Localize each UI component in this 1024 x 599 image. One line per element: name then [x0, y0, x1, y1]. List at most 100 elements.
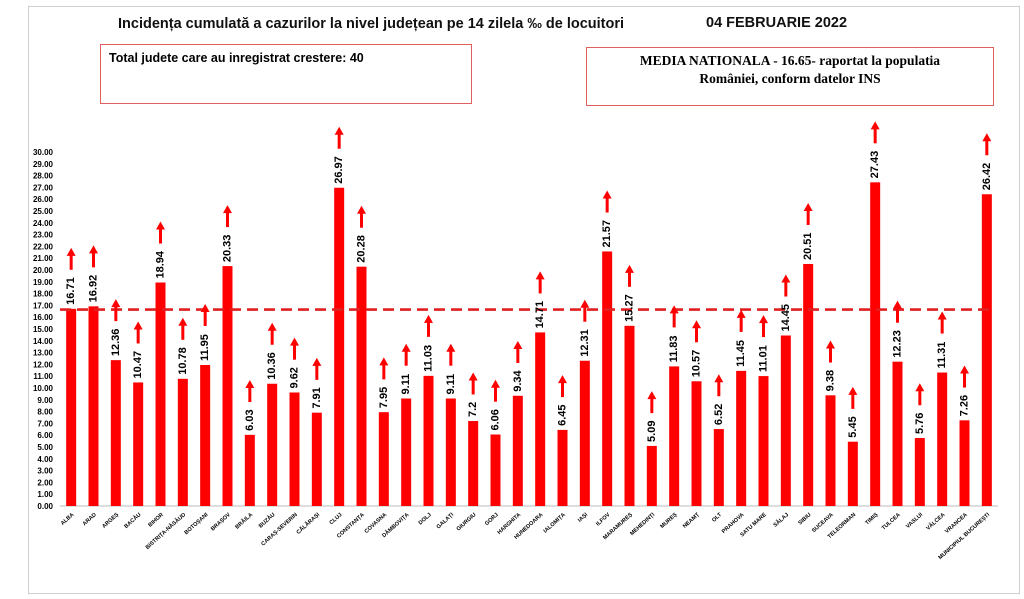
- trend-arrow-head: [647, 391, 657, 400]
- trend-arrow-head: [714, 374, 724, 383]
- value-label: 16.71: [65, 277, 77, 305]
- category-label: TULCEA: [881, 512, 902, 532]
- value-label: 12.31: [579, 329, 591, 357]
- category-label: MEHEDINȚI: [629, 512, 656, 537]
- y-tick-label: 0.00: [37, 502, 53, 511]
- bar-cluj: [334, 187, 345, 506]
- category-label: ILFOV: [595, 512, 611, 528]
- y-tick-label: 29.00: [33, 160, 54, 169]
- category-label: IALOMIȚA: [543, 512, 567, 535]
- value-label: 14.45: [780, 304, 792, 332]
- value-label: 12.23: [892, 330, 904, 358]
- category-label: NEAMȚ: [682, 512, 701, 530]
- bar-iași: [579, 360, 590, 506]
- category-label: GORJ: [484, 512, 500, 527]
- bar-sibiu: [803, 263, 814, 506]
- trend-arrow-head: [781, 274, 791, 283]
- bar-constanța: [356, 266, 367, 506]
- value-label: 20.28: [356, 235, 368, 263]
- category-label: CĂLĂRAȘI: [295, 511, 321, 536]
- y-axis: 0.00 1.00 2.00 3.00 4.00 5.00 6.00 7.00 8.00 9.00…: [33, 148, 998, 511]
- chart-frame: [28, 6, 1020, 594]
- category-label: IAȘI: [577, 512, 589, 524]
- bar-vaslui: [914, 438, 925, 506]
- value-label: 21.57: [601, 220, 613, 248]
- bar-tulcea: [892, 361, 903, 506]
- trend-arrow-head: [625, 264, 634, 273]
- trend-arrow-head: [870, 121, 880, 130]
- y-tick-label: 13.00: [33, 349, 54, 358]
- y-tick-label: 23.00: [33, 231, 54, 240]
- y-tick-label: 21.00: [33, 254, 54, 263]
- category-label: VASLUI: [905, 512, 924, 530]
- bar-bacău: [133, 382, 144, 506]
- trend-arrow-head: [602, 190, 612, 199]
- growth-count-text: Total judete care au inregistrat crester…: [109, 51, 364, 65]
- bar-timiș: [870, 182, 881, 507]
- value-label: 7.95: [378, 387, 390, 408]
- trend-arrow-head: [357, 205, 366, 214]
- y-tick-label: 6.00: [37, 431, 53, 440]
- y-tick-label: 14.00: [33, 337, 54, 346]
- y-tick-label: 25.00: [33, 207, 54, 216]
- value-label: 20.51: [802, 232, 814, 260]
- national-average-box: MEDIA NATIONALA - 16.65- raportat la pop…: [586, 47, 994, 106]
- value-label: 5.45: [847, 416, 859, 437]
- trend-arrow-head: [267, 322, 277, 331]
- trend-arrow-head: [982, 133, 992, 142]
- bar-alba: [66, 308, 77, 506]
- trend-arrow-head: [535, 271, 545, 280]
- trend-arrow-head: [178, 317, 188, 326]
- value-label: 6.52: [713, 404, 725, 425]
- y-tick-label: 22.00: [33, 242, 54, 251]
- trend-arrow-head: [290, 337, 299, 346]
- category-label: BACĂU: [123, 511, 143, 530]
- trend-arrow-head: [446, 343, 456, 352]
- trend-arrow-head: [312, 357, 322, 366]
- value-label: 20.33: [222, 235, 234, 263]
- y-tick-label: 12.00: [33, 360, 54, 369]
- bar-vrancea: [959, 420, 970, 506]
- y-tick-label: 18.00: [33, 290, 54, 299]
- value-label: 26.42: [981, 163, 993, 191]
- value-label: 12.36: [110, 329, 122, 357]
- trend-arrow-head: [223, 205, 232, 214]
- y-tick-label: 7.00: [37, 419, 53, 428]
- growth-count-box: Total judete care au inregistrat crester…: [100, 44, 472, 104]
- category-label: DOLJ: [418, 512, 433, 526]
- trend-arrow-head: [424, 314, 433, 323]
- value-label: 5.76: [914, 413, 926, 434]
- bar-covasna: [378, 412, 389, 506]
- national-average-line2: României, conform datelor INS: [699, 71, 881, 86]
- trend-arrow-head: [379, 357, 389, 366]
- category-label: ARAD: [82, 512, 98, 527]
- trend-arrow-head: [960, 365, 969, 374]
- bar-brașov: [222, 266, 233, 506]
- y-tick-label: 10.00: [33, 384, 54, 393]
- bar-ilfov: [602, 251, 613, 506]
- bar-prahova: [736, 370, 747, 506]
- value-label: 6.45: [557, 404, 569, 425]
- category-label: SIBIU: [797, 512, 812, 526]
- category-label: BUZĂU: [257, 511, 276, 529]
- bar-brăila: [244, 434, 255, 506]
- trend-arrow-head: [893, 300, 902, 309]
- trend-arrow-head: [66, 247, 76, 256]
- value-label: 18.94: [155, 250, 167, 278]
- value-label: 11.01: [758, 345, 770, 372]
- bar-vâlcea: [937, 372, 948, 506]
- y-tick-label: 20.00: [33, 266, 54, 275]
- bar-botoșani: [200, 364, 211, 506]
- bar-suceava: [825, 395, 836, 506]
- bar-caraș-severin: [289, 392, 300, 506]
- bar-giurgiu: [468, 421, 479, 506]
- bar-buzău: [267, 383, 278, 506]
- bar-neamț: [691, 381, 702, 506]
- national-average-line1: MEDIA NATIONALA - 16.65- raportat la pop…: [639, 53, 941, 68]
- bar-olt: [713, 429, 724, 506]
- value-label: 26.97: [333, 156, 345, 184]
- bar-arad: [88, 306, 99, 506]
- value-label: 6.06: [490, 409, 502, 430]
- chart-title: Incidența cumulată a cazurilor la nivel …: [118, 16, 625, 32]
- value-label: 10.57: [691, 350, 703, 378]
